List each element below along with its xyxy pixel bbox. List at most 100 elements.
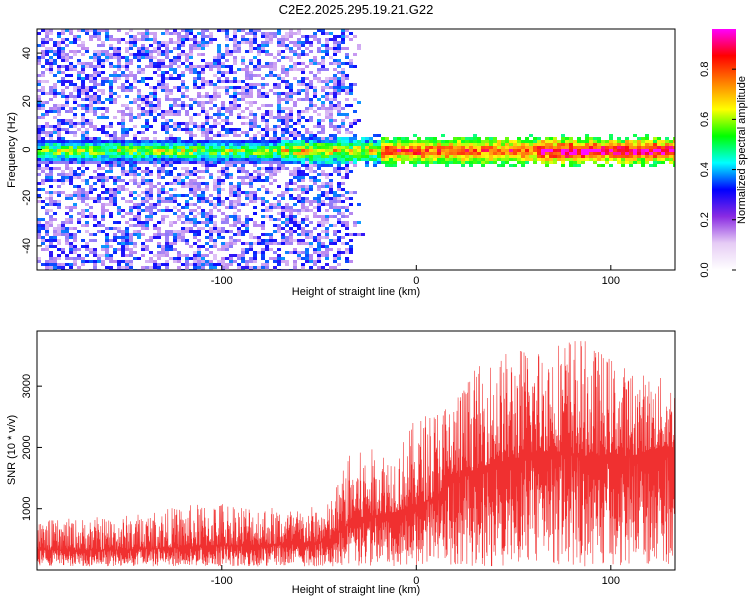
spectrogram-cell [149, 38, 153, 41]
spectrogram-cell [45, 176, 49, 179]
spectrogram-cell [417, 143, 421, 146]
spectrogram-cell [85, 95, 89, 98]
spectrogram-cell [145, 143, 149, 146]
spectrogram-cell [73, 185, 77, 188]
spectrogram-cell [181, 128, 185, 131]
spectrogram-cell [345, 164, 349, 167]
spectrogram-cell [249, 173, 253, 176]
spectrogram-cell [109, 152, 113, 155]
spectrogram-cell [257, 47, 261, 50]
spectrogram-cell [105, 32, 109, 35]
spectrogram-cell [313, 161, 317, 164]
spectrogram-cell [197, 158, 201, 161]
spectrogram-cell [297, 179, 301, 182]
spectrogram-cell [57, 41, 61, 44]
spectrogram-cell [53, 86, 57, 89]
spectrogram-cell [101, 185, 105, 188]
spectrogram-cell [85, 155, 89, 158]
spectrogram-cell [501, 140, 505, 143]
spectrogram-cell [269, 104, 273, 107]
spectrogram-cell [289, 143, 293, 146]
spectrogram-cell [69, 248, 73, 251]
spectrogram-cell [149, 77, 153, 80]
spectrogram-cell [73, 194, 77, 197]
spectrogram-cell [125, 131, 129, 134]
spectrogram-cell [157, 80, 161, 83]
spectrogram-cell [113, 50, 117, 53]
spectrogram-cell [157, 104, 161, 107]
spectrogram-cell [81, 245, 85, 248]
spectrogram-cell [85, 191, 89, 194]
spectrogram-cell [225, 170, 229, 173]
spectrogram-cell [657, 143, 661, 146]
spectrogram-cell [585, 155, 589, 158]
spectrogram-cell [389, 152, 393, 155]
spectrogram-cell [321, 203, 325, 206]
spectrogram-cell [193, 167, 197, 170]
spectrogram-cell [145, 146, 149, 149]
spectrogram-cell [169, 152, 173, 155]
spectrogram-cell [209, 149, 213, 152]
spectrogram-cell [149, 113, 153, 116]
spectrogram-cell [101, 230, 105, 233]
spectrogram-cell [441, 158, 445, 161]
spectrogram-cell [61, 155, 65, 158]
spectrogram-cell [85, 194, 89, 197]
spectrogram-cell [73, 41, 77, 44]
spectrogram-cell [469, 149, 473, 152]
spectrogram-cell [221, 260, 225, 263]
spectrogram-cell [321, 56, 325, 59]
spectrogram-cell [561, 152, 565, 155]
spectrogram-cell [493, 146, 497, 149]
spectrogram-cell [61, 263, 65, 266]
spectrogram-cell [317, 71, 321, 74]
spectrogram-cell [329, 140, 333, 143]
spectrogram-cell [289, 197, 293, 200]
spectrogram-cell [337, 221, 341, 224]
spectrogram-cell [217, 200, 221, 203]
spectrogram-cell [81, 53, 85, 56]
spectrogram-cell [161, 86, 165, 89]
spectrogram-cell [113, 179, 117, 182]
spectrogram-cell [53, 200, 57, 203]
spectrogram-cell [625, 149, 629, 152]
spectrogram-cell [317, 98, 321, 101]
spectrogram-cell [229, 122, 233, 125]
spectrogram-cell [249, 137, 253, 140]
spectrogram-cell [349, 155, 353, 158]
spectrogram-cell [337, 143, 341, 146]
spectrogram-cell [201, 122, 205, 125]
spectrogram-cell [269, 164, 273, 167]
spectrogram-cell [81, 62, 85, 65]
spectrogram-cell [365, 158, 369, 161]
spectrogram-cell [241, 158, 245, 161]
spectrogram-cell [261, 167, 265, 170]
spectrogram-cell [165, 245, 169, 248]
spectrogram-cell [145, 167, 149, 170]
spectrogram-cell [161, 167, 165, 170]
spectrogram-cell [61, 251, 65, 254]
spectrogram-cell [229, 143, 233, 146]
spectrogram-cell [125, 212, 129, 215]
spectrogram-cell [213, 230, 217, 233]
spectrogram-cell [173, 41, 177, 44]
spectrogram-cell [277, 260, 281, 263]
spectrogram-cell [113, 260, 117, 263]
spectrogram-cell [57, 173, 61, 176]
spectrogram-cell [625, 137, 629, 140]
spectrogram-cell [109, 194, 113, 197]
spectrogram-cell [241, 110, 245, 113]
spectrogram-cell [209, 83, 213, 86]
spectrogram-cell [169, 245, 173, 248]
spectrogram-cell [57, 134, 61, 137]
spectrogram-cell [165, 83, 169, 86]
spectrogram-cell [193, 218, 197, 221]
spectrogram-cell [249, 41, 253, 44]
spectrogram-cell [245, 182, 249, 185]
spectrogram-cell [225, 215, 229, 218]
spectrogram-cell [125, 113, 129, 116]
spectrogram-cell [81, 77, 85, 80]
spectrogram-cell [317, 125, 321, 128]
spectrogram-cell [77, 44, 81, 47]
spectrogram-cell [169, 257, 173, 260]
